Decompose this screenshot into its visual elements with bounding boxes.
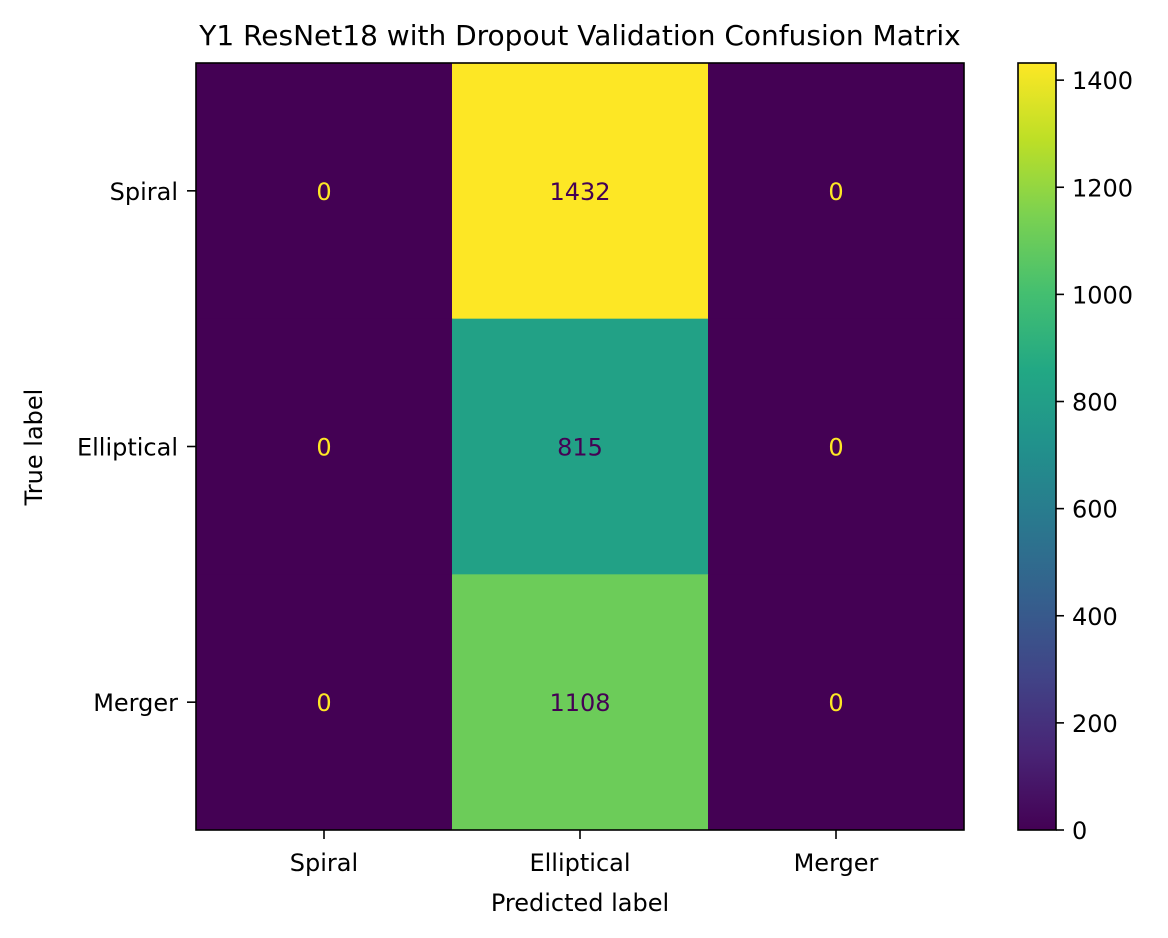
colorbar-tick-label: 0	[1072, 817, 1087, 845]
cell-value-label: 1432	[549, 178, 610, 206]
heatmap-cell	[196, 574, 453, 831]
chart-title: Y1 ResNet18 with Dropout Validation Conf…	[198, 19, 960, 52]
heatmap-cell	[452, 318, 709, 575]
x-tick-label: Spiral	[290, 849, 358, 877]
x-tick-label: Elliptical	[529, 849, 630, 877]
cell-value-label: 815	[557, 434, 603, 462]
cell-value-label: 0	[828, 434, 843, 462]
y-axis-ticks: Spiral Elliptical Merger	[77, 178, 196, 717]
heatmap-cell	[708, 318, 965, 575]
y-tick-label: Elliptical	[77, 434, 178, 462]
colorbar-tick-label: 400	[1072, 603, 1118, 631]
heatmap-cell	[708, 574, 965, 831]
y-axis-label: True label	[20, 389, 48, 507]
x-axis-ticks: Spiral Elliptical Merger	[290, 830, 879, 877]
heatmap-cell	[196, 318, 453, 575]
heatmap-cell	[196, 63, 453, 320]
colorbar-tick-label: 1000	[1072, 281, 1133, 309]
colorbar-tick-label: 600	[1072, 496, 1118, 524]
cell-value-label: 1108	[549, 689, 610, 717]
cell-value-label: 0	[316, 689, 331, 717]
cell-value-label: 0	[316, 434, 331, 462]
colorbar-tick-label: 1200	[1072, 174, 1133, 202]
colorbar-tick-label: 800	[1072, 389, 1118, 417]
colorbar-tick-label: 1400	[1072, 67, 1133, 95]
x-axis-label: Predicted label	[491, 889, 669, 917]
heatmap-cell	[452, 63, 709, 320]
cell-value-label: 0	[828, 178, 843, 206]
y-tick-label: Spiral	[110, 178, 178, 206]
x-tick-label: Merger	[794, 849, 879, 877]
heatmap-cells	[196, 63, 965, 831]
y-tick-label: Merger	[93, 689, 178, 717]
cell-value-label: 0	[316, 178, 331, 206]
colorbar	[1017, 62, 1057, 831]
heatmap-cell	[708, 63, 965, 320]
heatmap-cell-labels: 0 1432 0 0 815 0 0 1108 0	[316, 178, 843, 717]
colorbar-tick-label: 200	[1072, 710, 1118, 738]
heatmap-cell	[452, 574, 709, 831]
cell-value-label: 0	[828, 689, 843, 717]
colorbar-ticks: 0 200 400 600 800 1000 1200 1400	[1056, 67, 1133, 845]
